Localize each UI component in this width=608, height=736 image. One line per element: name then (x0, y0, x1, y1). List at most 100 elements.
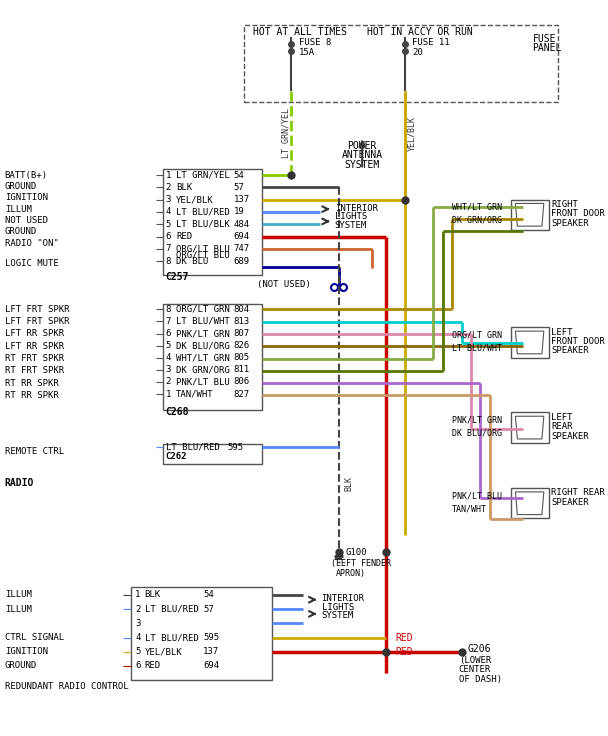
Text: 826: 826 (233, 342, 250, 350)
Text: FRONT DOOR: FRONT DOOR (551, 209, 605, 219)
Text: 5: 5 (165, 220, 171, 229)
Text: FRONT DOOR: FRONT DOOR (551, 337, 605, 346)
Text: GROUND: GROUND (5, 182, 37, 191)
Text: 8: 8 (165, 257, 171, 266)
Text: LIGHTS: LIGHTS (335, 212, 367, 222)
Text: POWER: POWER (348, 141, 377, 151)
Text: ORG/LT BLU: ORG/LT BLU (176, 251, 230, 260)
Text: DK BLU: DK BLU (176, 257, 208, 266)
Text: YEL/BLK: YEL/BLK (176, 195, 213, 204)
Text: APRON): APRON) (336, 569, 366, 578)
Text: IGNITION: IGNITION (5, 194, 48, 202)
Text: 689: 689 (233, 257, 250, 266)
Text: G100: G100 (345, 548, 367, 557)
Text: G206: G206 (467, 644, 491, 654)
Text: 19: 19 (233, 208, 244, 216)
Text: ORG/LT BLU: ORG/LT BLU (176, 244, 230, 253)
Text: RT FRT SPKR: RT FRT SPKR (5, 354, 64, 363)
Text: 1: 1 (165, 389, 171, 399)
Text: C268: C268 (165, 408, 189, 417)
Text: ANTENNA: ANTENNA (342, 150, 383, 160)
Text: C262: C262 (165, 453, 187, 461)
Text: 4: 4 (165, 208, 171, 216)
Text: FUSE: FUSE (533, 34, 556, 44)
Text: 54: 54 (203, 590, 214, 600)
Text: LT BLU/WHT: LT BLU/WHT (452, 344, 502, 353)
Text: 811: 811 (233, 365, 250, 375)
Text: YEL/BLK: YEL/BLK (145, 647, 182, 657)
Text: 595: 595 (203, 633, 219, 642)
Text: SPEAKER: SPEAKER (551, 347, 589, 355)
Text: RED: RED (395, 647, 413, 657)
Text: SPEAKER: SPEAKER (551, 219, 589, 228)
Text: INTERIOR: INTERIOR (322, 594, 365, 604)
Text: 2: 2 (165, 183, 171, 192)
Text: REDUNDANT RADIO CONTROL: REDUNDANT RADIO CONTROL (5, 682, 128, 691)
Text: (NOT USED): (NOT USED) (257, 280, 311, 289)
Text: 804: 804 (233, 305, 250, 314)
Text: RED: RED (395, 632, 413, 643)
Text: (LEFT FENDER: (LEFT FENDER (331, 559, 391, 568)
Text: TAN/WHT: TAN/WHT (452, 504, 487, 514)
Text: LFT RR SPKR: LFT RR SPKR (5, 342, 64, 351)
Text: BATT(B+): BATT(B+) (5, 171, 48, 180)
Text: 7: 7 (165, 244, 171, 253)
Text: 813: 813 (233, 317, 250, 326)
Text: 6: 6 (165, 329, 171, 338)
Text: DK BLU/ORG: DK BLU/ORG (176, 342, 230, 350)
Text: 137: 137 (203, 647, 219, 657)
Text: FUSE 8: FUSE 8 (299, 38, 331, 47)
Text: LT GRN/YEL: LT GRN/YEL (281, 108, 290, 158)
Text: LFT FRT SPKR: LFT FRT SPKR (5, 305, 69, 314)
Bar (163, 444, 262, 464)
Text: FUSE 11: FUSE 11 (412, 38, 450, 47)
Text: BLK: BLK (344, 476, 353, 491)
Text: REAR: REAR (551, 422, 573, 431)
Text: WHT/LT GRN: WHT/LT GRN (452, 202, 502, 212)
Text: YEL/BLK: YEL/BLK (407, 116, 416, 151)
Text: LT BLU/RED: LT BLU/RED (145, 605, 198, 614)
Text: 8: 8 (165, 305, 171, 314)
Text: RADIO "ON": RADIO "ON" (5, 238, 58, 247)
Text: 484: 484 (233, 220, 250, 229)
Text: 694: 694 (203, 662, 219, 670)
Text: 57: 57 (233, 183, 244, 192)
Text: SPEAKER: SPEAKER (551, 431, 589, 441)
Text: 4: 4 (135, 633, 140, 642)
Text: SYSTEM: SYSTEM (345, 160, 380, 170)
Text: 595: 595 (227, 443, 243, 452)
Text: 54: 54 (233, 171, 244, 180)
Text: DK GRN/ORG: DK GRN/ORG (176, 365, 230, 375)
Text: 827: 827 (233, 389, 250, 399)
Text: WHT/LT GRN: WHT/LT GRN (176, 353, 230, 362)
Text: BLK: BLK (176, 183, 192, 192)
Text: C257: C257 (165, 272, 189, 282)
Text: 694: 694 (233, 232, 250, 241)
Bar (163, 169, 262, 275)
Text: LEFT: LEFT (551, 413, 573, 422)
Text: 5: 5 (165, 342, 171, 350)
Text: ILLUM: ILLUM (5, 590, 32, 600)
Text: LT BLU/RED: LT BLU/RED (165, 443, 219, 452)
Text: ILLUM: ILLUM (5, 605, 32, 614)
Text: PNK/LT GRN: PNK/LT GRN (452, 416, 502, 425)
Text: CENTER: CENTER (458, 665, 491, 674)
Text: (LOWER: (LOWER (458, 656, 491, 665)
Text: LFT RR SPKR: LFT RR SPKR (5, 330, 64, 339)
Text: RT RR SPKR: RT RR SPKR (5, 378, 58, 388)
Bar (244, 25, 558, 102)
Text: LOGIC MUTE: LOGIC MUTE (5, 260, 58, 269)
Text: 4: 4 (165, 353, 171, 362)
Text: 15A: 15A (299, 48, 315, 57)
Text: INTERIOR: INTERIOR (335, 204, 378, 213)
Text: REMOTE CTRL: REMOTE CTRL (5, 447, 64, 456)
Text: TAN/WHT: TAN/WHT (176, 389, 213, 399)
Text: 805: 805 (233, 353, 250, 362)
Text: 2: 2 (135, 605, 140, 614)
Text: RED: RED (145, 662, 161, 670)
Text: 3: 3 (165, 365, 171, 375)
Text: 2: 2 (165, 378, 171, 386)
Text: LT BLU/BLK: LT BLU/BLK (176, 220, 230, 229)
Text: LT BLU/WHT: LT BLU/WHT (176, 317, 230, 326)
Text: ILLUM: ILLUM (5, 205, 32, 213)
